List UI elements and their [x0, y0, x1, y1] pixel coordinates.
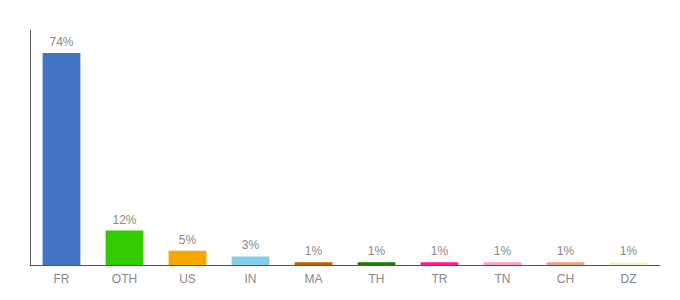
svg-text:74%: 74%	[49, 35, 73, 49]
svg-text:1%: 1%	[305, 244, 323, 258]
svg-text:MA: MA	[305, 272, 323, 286]
svg-text:IN: IN	[245, 272, 257, 286]
svg-text:OTH: OTH	[112, 272, 137, 286]
svg-text:1%: 1%	[494, 244, 512, 258]
svg-text:1%: 1%	[557, 244, 575, 258]
svg-text:TR: TR	[432, 272, 448, 286]
svg-text:CH: CH	[557, 272, 574, 286]
svg-text:5%: 5%	[179, 233, 197, 247]
svg-text:1%: 1%	[620, 244, 638, 258]
svg-text:3%: 3%	[242, 238, 260, 252]
svg-text:US: US	[179, 272, 196, 286]
svg-text:FR: FR	[54, 272, 70, 286]
svg-text:TH: TH	[369, 272, 385, 286]
svg-text:12%: 12%	[112, 213, 136, 227]
svg-text:DZ: DZ	[621, 272, 637, 286]
svg-text:1%: 1%	[431, 244, 449, 258]
svg-text:TN: TN	[495, 272, 511, 286]
svg-text:1%: 1%	[368, 244, 386, 258]
